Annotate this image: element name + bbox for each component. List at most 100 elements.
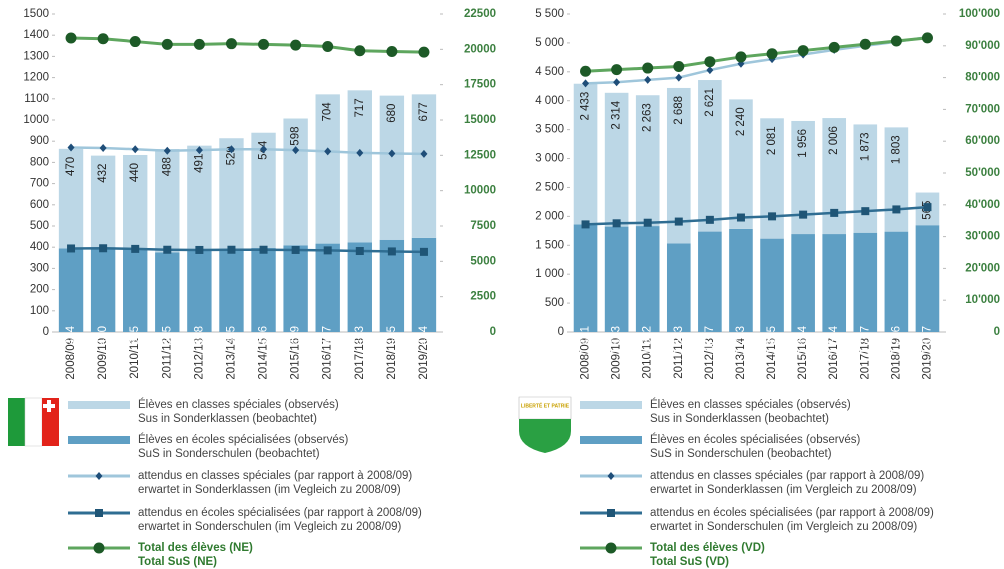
marker <box>259 245 268 254</box>
bar-segment <box>283 245 308 332</box>
marker <box>736 213 745 222</box>
bar-segment <box>58 248 84 332</box>
y2-tick-label: 20'000 <box>965 262 1000 274</box>
y-tick-label: 500 <box>545 297 564 309</box>
bar-segment <box>822 118 847 235</box>
y-tick-label: 800 <box>30 156 49 168</box>
x-tick-label: 2019/20 <box>921 338 933 380</box>
data-label: 529 <box>225 146 237 165</box>
y-tick-label: 500 <box>30 220 49 232</box>
marker <box>607 509 615 517</box>
data-label: 1 615 <box>766 326 778 355</box>
y-tick-label: 1200 <box>23 72 49 84</box>
marker <box>95 509 103 517</box>
x-tick-label: 2012/13 <box>193 338 205 380</box>
marker <box>705 215 714 224</box>
data-label: 1 533 <box>673 326 685 355</box>
data-label: 385 <box>225 326 237 345</box>
y2-tick-label: 20000 <box>464 43 496 55</box>
marker <box>356 148 364 157</box>
legend-label: attendus en classes spéciales (par rappo… <box>650 470 925 496</box>
marker <box>673 60 685 72</box>
bar-segment <box>155 252 180 332</box>
marker <box>355 247 364 256</box>
x-tick-label: 2011/12 <box>673 338 685 379</box>
marker <box>890 35 902 47</box>
x-tick-label: 2013/14 <box>225 337 237 379</box>
bar-segment <box>347 90 372 243</box>
bar-segment <box>379 95 405 240</box>
data-label: 388 <box>193 326 205 345</box>
data-label: 677 <box>418 102 430 121</box>
legend-label: Élèves en écoles spécialisées (observés)… <box>650 434 861 460</box>
data-label: 1 873 <box>859 132 871 161</box>
marker <box>612 219 621 228</box>
legend-label: Élèves en classes spéciales (observés) S… <box>650 399 851 425</box>
bar-segment <box>760 118 784 239</box>
marker <box>258 38 270 50</box>
marker <box>193 38 205 50</box>
marker <box>921 32 933 44</box>
marker <box>95 472 103 480</box>
y-tick-label: 1000 <box>23 114 49 126</box>
y2-tick-label: 2500 <box>470 291 496 303</box>
bar-segment <box>853 124 878 233</box>
bar-segment <box>251 248 276 332</box>
bar-segment <box>187 145 212 250</box>
data-label: 2 688 <box>673 96 685 125</box>
bar-segment <box>315 243 340 332</box>
bar-segment <box>698 80 722 232</box>
y-tick-label: 400 <box>30 241 49 253</box>
marker <box>67 143 75 152</box>
marker <box>613 78 621 87</box>
bar-segment <box>58 148 84 249</box>
data-label: 395 <box>129 326 141 345</box>
marker <box>706 66 714 75</box>
x-tick-label: 2019/20 <box>418 338 430 380</box>
x-tick-label: 2011/12 <box>161 338 173 379</box>
y2-tick-label: 30'000 <box>965 231 1000 243</box>
x-tick-label: 2015/16 <box>797 338 809 380</box>
y-tick-label: 1 000 <box>535 268 564 280</box>
y2-tick-label: 7500 <box>470 220 496 232</box>
legend-label: attendus en écoles spécialisées (par rap… <box>138 507 422 533</box>
data-label: 1 694 <box>828 325 840 354</box>
x-tick-label: 2013/14 <box>735 337 747 379</box>
bar-segment <box>666 87 691 244</box>
data-label: 704 <box>322 102 334 122</box>
marker <box>65 32 77 44</box>
marker <box>260 145 268 154</box>
marker <box>93 542 105 554</box>
data-label: 470 <box>65 157 77 176</box>
y-tick-label: 300 <box>30 262 49 274</box>
y-tick-label: 1100 <box>24 93 49 105</box>
marker <box>163 245 172 254</box>
marker <box>161 38 173 50</box>
line <box>585 205 928 226</box>
legend-swatch <box>580 436 642 444</box>
data-label: 680 <box>386 104 398 123</box>
data-label: 1737 <box>704 326 716 352</box>
line <box>585 36 928 73</box>
y-tick-label: 1300 <box>23 50 49 62</box>
y-tick-label: 1 500 <box>535 239 564 251</box>
data-label: 2 006 <box>828 126 840 155</box>
marker <box>580 65 592 77</box>
y2-tick-label: 10000 <box>464 185 496 197</box>
marker <box>322 41 334 53</box>
x-tick-label: 2014/15 <box>766 338 778 380</box>
bar-segment <box>791 234 815 332</box>
marker <box>605 542 617 554</box>
legend-label: Élèves en écoles spécialisées (observés)… <box>138 434 349 460</box>
marker <box>704 56 716 68</box>
marker <box>643 218 652 227</box>
marker <box>828 41 840 53</box>
legend-label: Élèves en classes spéciales (observés) S… <box>138 399 339 425</box>
data-label: 2 263 <box>642 103 654 132</box>
marker <box>642 62 654 74</box>
y2-tick-label: 15000 <box>464 114 496 126</box>
data-label: 491 <box>193 154 205 173</box>
data-label: 598 <box>290 127 302 146</box>
y-tick-label: 1400 <box>23 29 49 41</box>
bar-segment <box>822 234 847 332</box>
